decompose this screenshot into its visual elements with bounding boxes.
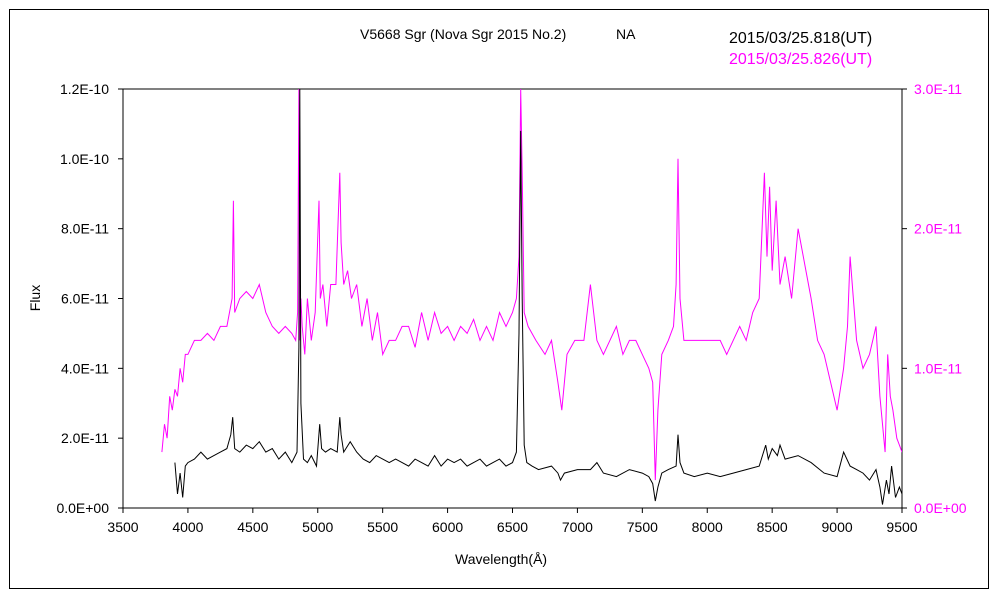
y-left-tick-label: 0.0E+00	[56, 500, 109, 516]
y-right-tick-label: 3.0E-11	[914, 81, 962, 97]
x-tick-label: 4500	[237, 519, 268, 535]
x-tick-label: 5500	[367, 519, 398, 535]
y-left-tick-label: 4.0E-11	[61, 360, 109, 376]
x-tick-label: 6500	[497, 519, 528, 535]
chart-subtitle: NA	[616, 26, 636, 42]
y-right-tick-label: 1.0E-11	[914, 360, 962, 376]
x-tick-label: 5000	[302, 519, 333, 535]
y-left-tick-label: 6.0E-11	[61, 291, 109, 307]
x-tick-label: 6000	[432, 519, 463, 535]
chart-frame	[9, 9, 989, 589]
y-left-tick-label: 2.0E-11	[61, 430, 109, 446]
x-tick-label: 8000	[692, 519, 723, 535]
legend-entry-series-2: 2015/03/25.826(UT)	[729, 51, 873, 68]
x-tick-label: 7500	[627, 519, 658, 535]
y-right-tick-label: 2.0E-11	[914, 221, 962, 237]
x-tick-label: 9000	[822, 519, 853, 535]
y-left-tick-label: 1.0E-10	[60, 151, 109, 167]
x-tick-label: 3500	[107, 519, 138, 535]
series-line-2	[161, 89, 902, 481]
x-tick-label: 8500	[757, 519, 788, 535]
x-tick-label: 4000	[172, 519, 203, 535]
x-axis-label: Wavelength(Å)	[455, 551, 548, 567]
y-left-tick-label: 1.2E-10	[60, 81, 109, 97]
y-left-tick-label: 8.0E-11	[61, 221, 109, 237]
chart-title: V5668 Sgr (Nova Sgr 2015 No.2)	[360, 26, 567, 42]
x-tick-label: 9500	[886, 519, 917, 535]
x-tick-label: 7000	[562, 519, 593, 535]
series-line-1	[174, 89, 902, 505]
y-right-tick-label: 0.0E+00	[914, 500, 967, 516]
legend-entry-series-1: 2015/03/25.818(UT)	[729, 30, 873, 47]
